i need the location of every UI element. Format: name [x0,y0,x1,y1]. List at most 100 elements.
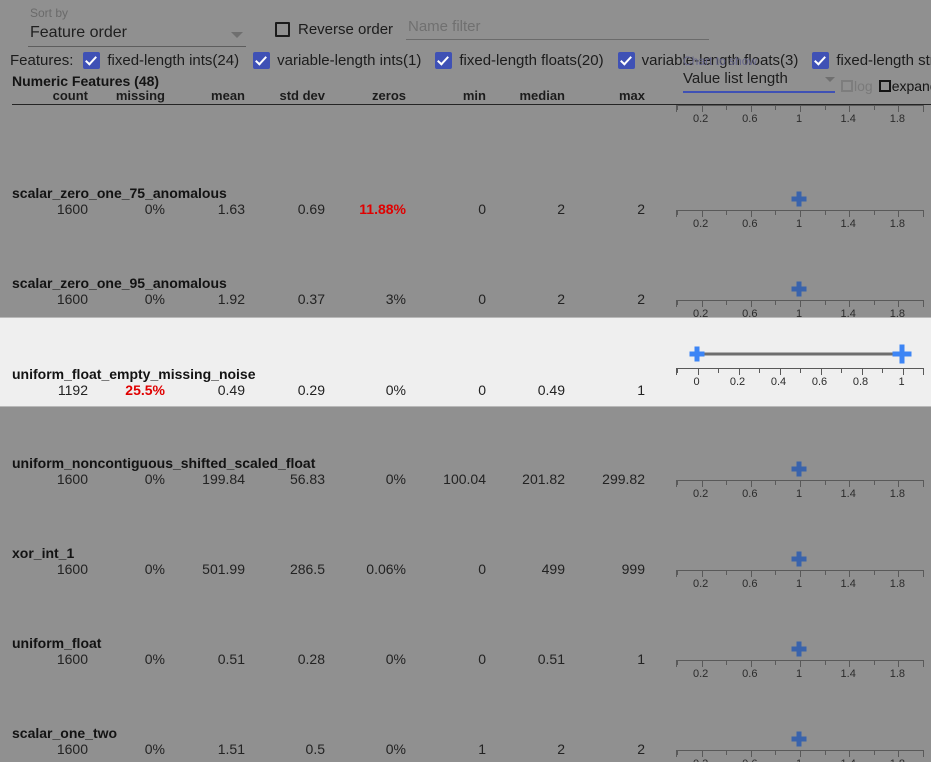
feature-type-checkbox[interactable] [435,51,453,69]
axis-tick-label: 0.2 [692,488,709,500]
axis-tick [775,481,777,485]
column-header-mean[interactable]: mean [211,88,245,103]
axis-tick [775,211,777,215]
feature-chart[interactable]: 0.20.611.41.8 [665,677,931,762]
axis-tick [677,571,678,575]
axis-tick [750,301,752,307]
expand-checkbox[interactable] [878,80,891,92]
table-row[interactable]: scalar_one_two16000%1.510.50%1220.20.611… [0,677,931,762]
features-type-filter-row: Features: fixed-length ints(24) variable-… [0,49,931,71]
feature-name: scalar_one_two [12,725,118,741]
range-min-marker[interactable] [689,346,704,362]
axis-tick [923,481,924,485]
column-header-median[interactable]: median [519,88,565,103]
column-header-max[interactable]: max [618,88,645,103]
feature-type-checkbox[interactable] [253,51,271,69]
name-filter-control[interactable] [406,18,709,40]
value-marker[interactable] [791,281,807,297]
axis-tick [750,106,752,112]
chart-axis [676,660,924,667]
axis-tick [738,369,740,375]
axis-tick [923,369,924,373]
axis-tick [873,571,875,575]
feature-name: xor_int_1 [12,545,75,561]
stat-missing: 0% [144,651,165,667]
stat-median: 2 [557,741,565,757]
feature-type-checkbox[interactable] [812,51,830,69]
column-header-std_dev[interactable]: std dev [279,88,325,103]
axis-tick-label: 1.8 [889,113,906,125]
value-marker[interactable] [791,641,807,657]
feature-type-checkbox[interactable] [617,51,635,69]
axis-tick [750,571,752,577]
value-marker[interactable] [791,731,807,747]
stat-zeros: 0% [385,382,406,398]
axis-tick-label: 0.6 [742,113,758,125]
axis-tick [775,571,777,575]
sort-by-dropdown[interactable]: Feature order [28,22,246,47]
value-marker[interactable] [791,461,807,477]
table-row[interactable]: uniform_float_empty_missing_noise 1192 25.… [0,317,931,407]
axis-tick [697,369,699,375]
chart-axis [676,300,924,307]
range-max-marker[interactable] [892,344,911,364]
axis-tick-label: 1.4 [841,758,856,762]
table-row[interactable]: uniform_noncontiguous_shifted_scaled_flo… [0,407,931,500]
reverse-order-checkbox[interactable] [275,22,290,37]
axis-tick [820,369,822,375]
reverse-order-control[interactable]: Reverse order [275,21,393,38]
feature-type-checkbox[interactable] [83,51,101,69]
stat-count: 1600 [56,291,88,307]
stat-missing: 0% [144,741,165,757]
axis-tick [800,106,801,112]
table-row[interactable]: 0.2 0.6 1 1.4 1.8 [0,105,931,137]
column-header-zeros[interactable]: zeros [372,88,406,103]
axis-tick-label: 0.6 [742,668,758,680]
table-row[interactable]: scalar_zero_one_95_anomalous 1600 0% 1.92 0.… [0,227,931,320]
sort-by-control[interactable]: Sort by Feature order [28,6,246,47]
stat-count: 1600 [56,561,88,577]
table-row[interactable]: scalar_zero_one_75_anomalous 1600 0% 1.63 0.… [0,137,931,230]
axis-tick [677,369,678,373]
value-marker[interactable] [791,191,807,207]
section-title: Numeric Features (48) [12,73,160,89]
stat-min: 0 [478,561,486,577]
feature-stats: 1600 0% 1.92 0.37 3% 0 2 2 [0,291,659,311]
table-row[interactable]: uniform_float 1600 0% 0.51 0.28 0% 0 0.51 1 0.2 0.… [0,587,931,680]
chart-to-show-dropdown[interactable]: Value list length [683,69,835,93]
chart-to-show-control[interactable]: Chart to show Value list length [683,55,835,93]
chart-options: log expand [841,78,931,94]
value-marker[interactable] [791,551,807,567]
stat-mean: 1.51 [217,741,245,757]
name-filter-input[interactable] [406,18,709,40]
feature-rows-list[interactable]: 0.2 0.6 1 1.4 1.8 scalar_zero_one_75_anomalou… [0,105,931,762]
column-header-count[interactable]: count [52,88,88,103]
column-header-missing[interactable]: missing [115,88,165,103]
stat-median: 201.82 [522,471,565,487]
axis-tick-label: 1 [795,218,803,230]
log-scale-checkbox[interactable] [841,80,853,92]
feature-chart[interactable]: 0 0.2 0.4 0.6 0.8 1 [665,318,931,408]
table-row[interactable]: xor_int_1 1600 0% 501.99 286.5 0.06% 0 499 999 0.… [0,497,931,590]
axis-tick [726,481,728,485]
feature-type-filter-4[interactable]: fixed-length strings(6) [812,51,931,69]
axis-tick [759,369,760,373]
feature-type-filter-1[interactable]: variable-length ints(1) [253,51,421,69]
axis-tick [750,661,752,667]
stat-mean: 199.84 [202,471,245,487]
chart-axis [676,570,924,577]
stat-max: 1 [637,382,645,398]
axis-tick [898,571,900,577]
axis-tick [800,211,801,217]
feature-type-filter-2[interactable]: fixed-length floats(20) [435,51,604,69]
column-header-min[interactable]: min [462,88,486,103]
expand-label: expand [891,78,931,94]
feature-type-filter-3[interactable]: variable-length floats(3) [617,51,798,69]
feature-type-filter-0[interactable]: fixed-length ints(24) [83,51,239,69]
